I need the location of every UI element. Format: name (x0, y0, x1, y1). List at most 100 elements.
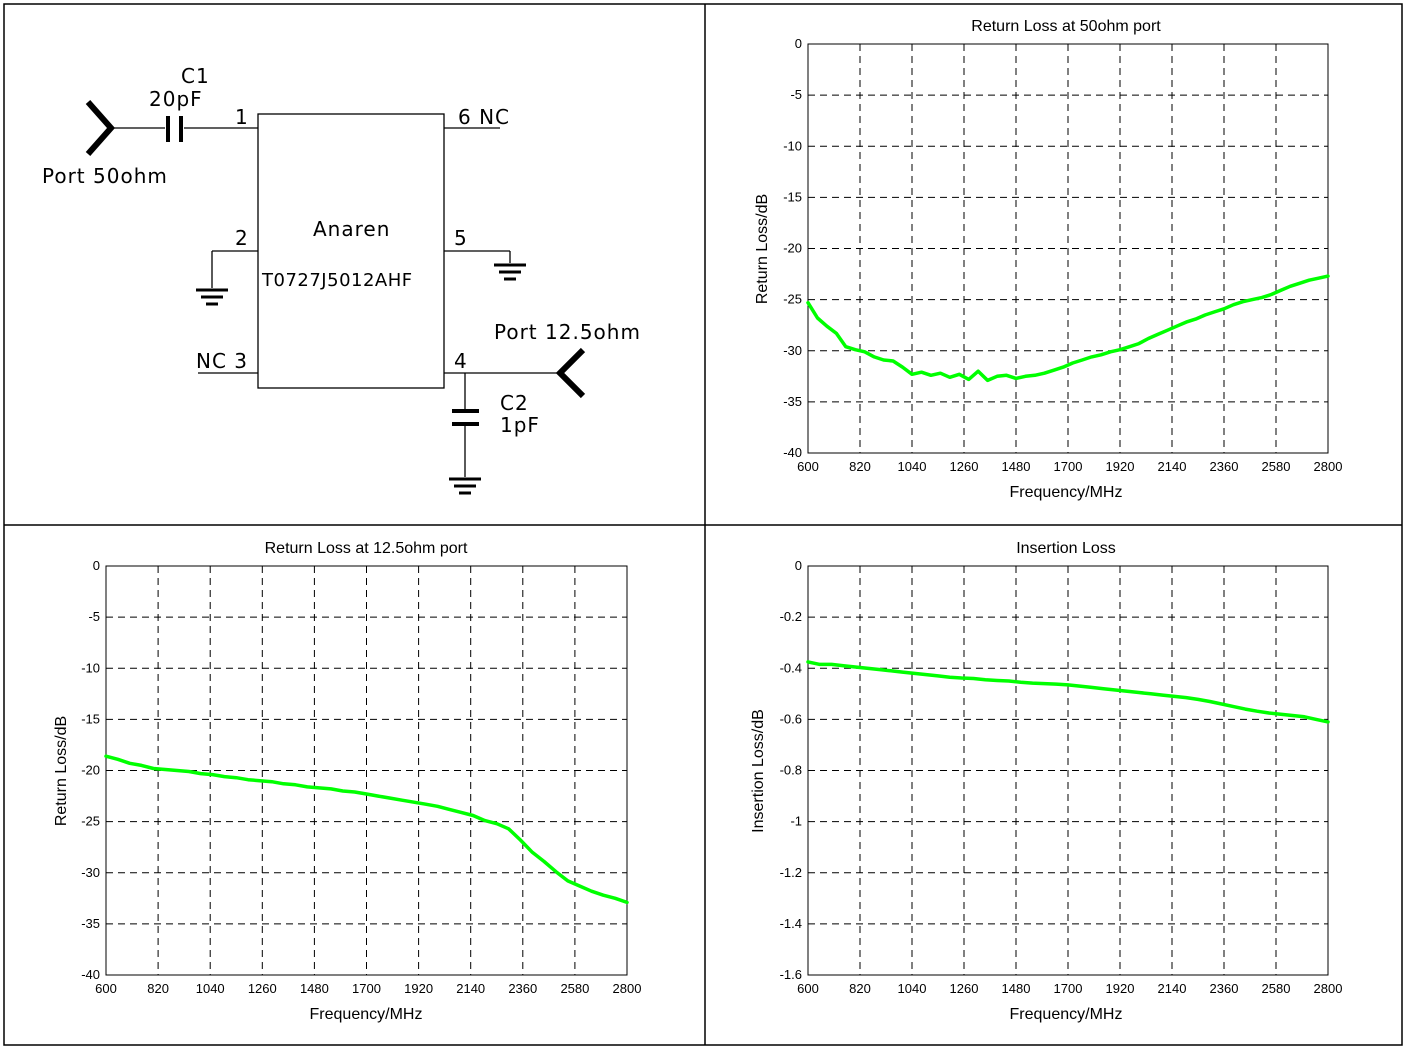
port2-label: Port 12.5ohm (494, 320, 641, 344)
y-tick-label: 0 (795, 558, 802, 573)
x-tick-label: 1480 (1002, 981, 1031, 996)
x-tick-label: 2580 (1262, 981, 1291, 996)
x-tick-label: 2140 (1158, 459, 1187, 474)
y-tick-label: -1.2 (780, 865, 802, 880)
port2-arrow-icon (555, 347, 586, 399)
x-tick-label: 1700 (1054, 459, 1083, 474)
plot-frame (807, 43, 1329, 454)
y-tick-label: -35 (783, 394, 802, 409)
y-tick-label: -15 (81, 711, 100, 726)
y-tick-label: -1.4 (780, 916, 802, 931)
y-tick-label: -30 (783, 343, 802, 358)
ground-icon (196, 288, 228, 306)
y-axis-label: Return Loss/dB (754, 194, 771, 304)
pin3-label: NC 3 (196, 349, 248, 373)
port1-arrow-icon (85, 100, 116, 156)
x-tick-label: 1920 (404, 981, 433, 996)
y-tick-label: -40 (783, 445, 802, 460)
x-tick-label: 600 (797, 459, 819, 474)
x-tick-label: 820 (849, 981, 871, 996)
y-tick-label: -15 (783, 189, 802, 204)
y-tick-label: -5 (790, 87, 802, 102)
y-tick-label: -40 (81, 967, 100, 982)
y-tick-label: 0 (93, 558, 100, 573)
x-tick-label: 2580 (1262, 459, 1291, 474)
x-tick-label: 1480 (300, 981, 329, 996)
x-tick-label: 1260 (950, 459, 979, 474)
y-tick-label: 0 (795, 36, 802, 51)
chart-return-loss-50ohm: Return Loss at 50ohm port Frequency/MHz … (754, 18, 1342, 501)
chart-title: Return Loss at 50ohm port (971, 18, 1161, 35)
x-tick-label: 820 (849, 459, 871, 474)
port1-label: Port 50ohm (42, 164, 168, 188)
x-tick-label: 1700 (352, 981, 381, 996)
x-tick-label: 2140 (1158, 981, 1187, 996)
y-axis-label: Return Loss/dB (53, 716, 70, 826)
y-tick-label: -1 (790, 814, 802, 829)
pin4-label: 4 (454, 349, 468, 373)
x-tick-label: 2360 (1210, 981, 1239, 996)
chart-return-loss-12p5ohm: Return Loss at 12.5ohm port Frequency/MH… (53, 540, 641, 1023)
c2-label: C2 (500, 391, 529, 415)
c1-value: 20pF (149, 87, 203, 111)
x-tick-label: 600 (797, 981, 819, 996)
plot-frame (807, 565, 1329, 976)
x-tick-label: 2140 (456, 981, 485, 996)
y-tick-label: -30 (81, 865, 100, 880)
x-tick-label: 1040 (898, 459, 927, 474)
pin5-label: 5 (454, 226, 468, 250)
x-tick-label: 820 (147, 981, 169, 996)
circuit-schematic: C1 20pF Port 50ohm Anaren T0727J5012AHF … (42, 64, 641, 495)
c1-label: C1 (181, 64, 210, 88)
y-tick-label: -0.8 (780, 763, 802, 778)
plot-frame (105, 565, 628, 976)
chip-body (257, 113, 445, 389)
pin6-label: 6 NC (458, 105, 510, 129)
x-tick-label: 2800 (613, 981, 642, 996)
y-tick-label: -0.4 (780, 660, 802, 675)
chart-insertion-loss: Insertion Loss Frequency/MHz Insertion L… (750, 540, 1342, 1023)
x-tick-label: 2800 (1314, 981, 1343, 996)
x-axis-label: Frequency/MHz (310, 1006, 423, 1023)
x-tick-label: 600 (95, 981, 117, 996)
chart-title: Return Loss at 12.5ohm port (265, 540, 468, 557)
x-tick-label: 1920 (1106, 459, 1135, 474)
x-tick-label: 1040 (196, 981, 225, 996)
ground-icon (494, 263, 526, 281)
y-tick-label: -5 (88, 609, 100, 624)
chip-part-number: T0727J5012AHF (261, 270, 413, 291)
x-tick-label: 1920 (1106, 981, 1135, 996)
y-tick-label: -10 (783, 138, 802, 153)
series-line (806, 274, 1330, 383)
y-axis-label: Insertion Loss/dB (750, 709, 767, 833)
pin2-label: 2 (235, 226, 249, 250)
chart-title: Insertion Loss (1016, 540, 1116, 557)
x-tick-label: 2580 (560, 981, 589, 996)
pin1-label: 1 (235, 105, 249, 129)
series-line (806, 660, 1330, 724)
chip-maker: Anaren (313, 217, 390, 241)
series-line (104, 754, 629, 905)
x-tick-label: 2800 (1314, 459, 1343, 474)
y-tick-label: -25 (783, 292, 802, 307)
c2-value: 1pF (500, 413, 540, 437)
x-tick-label: 2360 (508, 981, 537, 996)
y-tick-label: -1.6 (780, 967, 802, 982)
x-axis-label: Frequency/MHz (1010, 1006, 1123, 1023)
x-tick-label: 1040 (898, 981, 927, 996)
y-tick-label: -0.6 (780, 711, 802, 726)
y-tick-label: -20 (81, 763, 100, 778)
y-tick-label: -0.2 (780, 609, 802, 624)
y-tick-label: -25 (81, 814, 100, 829)
x-tick-label: 1260 (248, 981, 277, 996)
y-tick-label: -35 (81, 916, 100, 931)
x-tick-label: 2360 (1210, 459, 1239, 474)
y-tick-label: -20 (783, 241, 802, 256)
x-tick-label: 1260 (950, 981, 979, 996)
y-tick-label: -10 (81, 660, 100, 675)
x-axis-label: Frequency/MHz (1010, 484, 1123, 501)
x-tick-label: 1480 (1002, 459, 1031, 474)
x-tick-label: 1700 (1054, 981, 1083, 996)
ground-icon (449, 477, 481, 495)
